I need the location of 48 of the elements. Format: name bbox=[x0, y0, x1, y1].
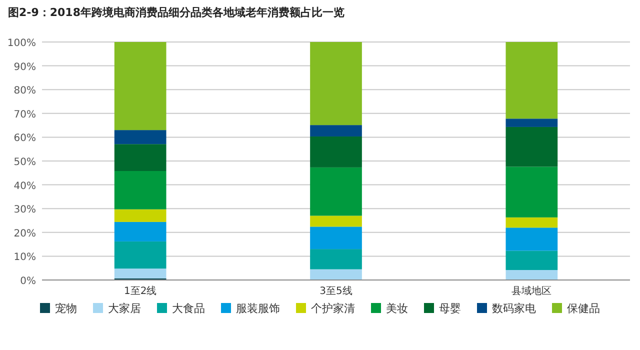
x-tick-label: 3至5线 bbox=[320, 285, 352, 297]
legend-label: 母婴 bbox=[439, 302, 461, 315]
bar bbox=[506, 42, 558, 119]
x-tick-label: 县域地区 bbox=[512, 285, 552, 297]
bar bbox=[114, 144, 166, 171]
bar bbox=[506, 270, 558, 280]
bar bbox=[310, 42, 362, 126]
y-tick-label: 0% bbox=[20, 276, 36, 287]
bar bbox=[506, 217, 558, 228]
legend-label: 大家居 bbox=[108, 302, 141, 315]
bar bbox=[310, 216, 362, 227]
y-tick-label: 30% bbox=[14, 204, 36, 216]
legend-label: 大食品 bbox=[172, 302, 205, 315]
bar bbox=[506, 126, 558, 167]
bar bbox=[114, 130, 166, 144]
legend-label: 保健品 bbox=[567, 302, 600, 315]
legend-label: 个护家清 bbox=[311, 302, 355, 315]
x-tick-label: 1至2线 bbox=[124, 285, 157, 297]
y-tick-label: 40% bbox=[14, 180, 36, 192]
legend-label: 服装服饰 bbox=[236, 302, 280, 315]
y-tick-label: 20% bbox=[14, 228, 36, 240]
bar bbox=[506, 228, 558, 251]
bar bbox=[114, 170, 166, 210]
bar bbox=[310, 226, 362, 250]
bar bbox=[114, 209, 166, 222]
bar bbox=[310, 167, 362, 216]
legend-label: 数码家电 bbox=[492, 302, 536, 315]
y-tick-label: 80% bbox=[14, 86, 36, 97]
y-tick-label: 10% bbox=[14, 252, 36, 264]
bar bbox=[310, 136, 362, 168]
bar bbox=[114, 222, 166, 242]
bar bbox=[310, 249, 362, 270]
legend-label: 宠物 bbox=[55, 302, 77, 315]
bar bbox=[506, 166, 558, 218]
y-tick-label: 60% bbox=[14, 133, 36, 144]
bar bbox=[114, 241, 166, 269]
bar bbox=[114, 42, 166, 130]
y-tick-label: 50% bbox=[14, 157, 36, 168]
bar bbox=[506, 250, 558, 270]
chart-title: 图2-9：2018年跨境电商消费品细分品类各地域老年消费额占比一览 bbox=[8, 6, 344, 19]
bar bbox=[310, 125, 362, 136]
y-tick-label: 100% bbox=[7, 38, 36, 49]
y-tick-label: 90% bbox=[14, 62, 36, 73]
bar bbox=[310, 269, 362, 280]
y-tick-label: 70% bbox=[14, 109, 36, 120]
bar bbox=[506, 118, 558, 127]
legend-label: 美妆 bbox=[386, 302, 408, 315]
bar bbox=[114, 268, 166, 278]
